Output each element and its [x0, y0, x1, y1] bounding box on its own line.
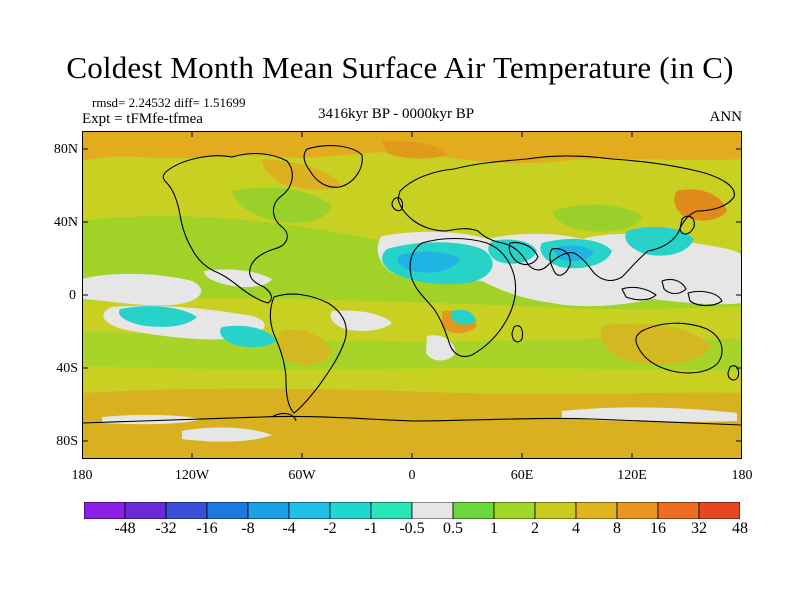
colorbar-cell [534, 502, 577, 519]
colorbar-label: -1 [364, 520, 378, 537]
stats-label: rmsd= 2.24532 diff= 1.51699 [92, 95, 246, 110]
lat-label-eq: 0 [69, 288, 76, 303]
lon-label-180e: 180 [731, 468, 753, 483]
colorbar-cell [247, 502, 290, 519]
colorbar-cell [616, 502, 659, 519]
lon-label-120w: 120W [174, 468, 210, 483]
colorbar-cell [165, 502, 208, 519]
colorbar-label: -32 [155, 520, 177, 537]
colorbar-cell [370, 502, 413, 519]
lon-label-0: 0 [408, 468, 416, 483]
lat-label-40n: 40N [53, 215, 78, 230]
colorbar-cell [206, 502, 249, 519]
colorbar-label: 2 [531, 520, 539, 537]
lon-label-180w: 180 [71, 468, 93, 483]
lat-label-40s: 40S [56, 361, 78, 376]
colorbar-label: 48 [732, 520, 748, 537]
colorbar-cell [84, 502, 126, 519]
lon-label-60e: 60E [510, 468, 534, 483]
period-label: 3416kyr BP - 0000kyr BP [318, 106, 475, 122]
colorbar-cell [329, 502, 372, 519]
colorbar-cell [493, 502, 536, 519]
colorbar-label: -16 [196, 520, 218, 537]
orange-fields [82, 131, 742, 459]
cold-anomaly-fields [102, 226, 737, 425]
colorbar-label: -0.5 [399, 520, 425, 537]
map-ticks [82, 131, 742, 459]
colorbar-cell [657, 502, 700, 519]
season-label: ANN [709, 109, 743, 125]
temperature-map [82, 131, 742, 459]
colorbar-cell [452, 502, 495, 519]
colorbar-label: 16 [650, 520, 666, 537]
colorbar-label: -4 [282, 520, 296, 537]
figure-title: Coldest Month Mean Surface Air Temperatu… [66, 50, 734, 85]
colorbar-cell [288, 502, 331, 519]
colorbar-cell [124, 502, 167, 519]
colorbar-cell [411, 502, 454, 519]
lon-label-120e: 120E [617, 468, 647, 483]
experiment-label: Expt = tFMfe-tfmea [82, 111, 203, 127]
colorbar-label: 4 [572, 520, 580, 537]
colorbar-cell [575, 502, 618, 519]
lon-label-60w: 60W [288, 468, 316, 483]
colorbar-label: 32 [691, 520, 707, 537]
colorbar-label: 8 [613, 520, 621, 537]
colorbar-label: 0.5 [443, 520, 463, 537]
colorbar-cell [698, 502, 740, 519]
colorbar-label: -8 [241, 520, 255, 537]
coastlines [82, 145, 742, 426]
colorbar-label: 1 [490, 520, 498, 537]
colorbar-label: -2 [323, 520, 337, 537]
colorbar [84, 502, 740, 519]
lat-label-80n: 80N [53, 142, 78, 157]
lat-label-80s: 80S [56, 434, 78, 449]
colorbar-label: -48 [114, 520, 136, 537]
